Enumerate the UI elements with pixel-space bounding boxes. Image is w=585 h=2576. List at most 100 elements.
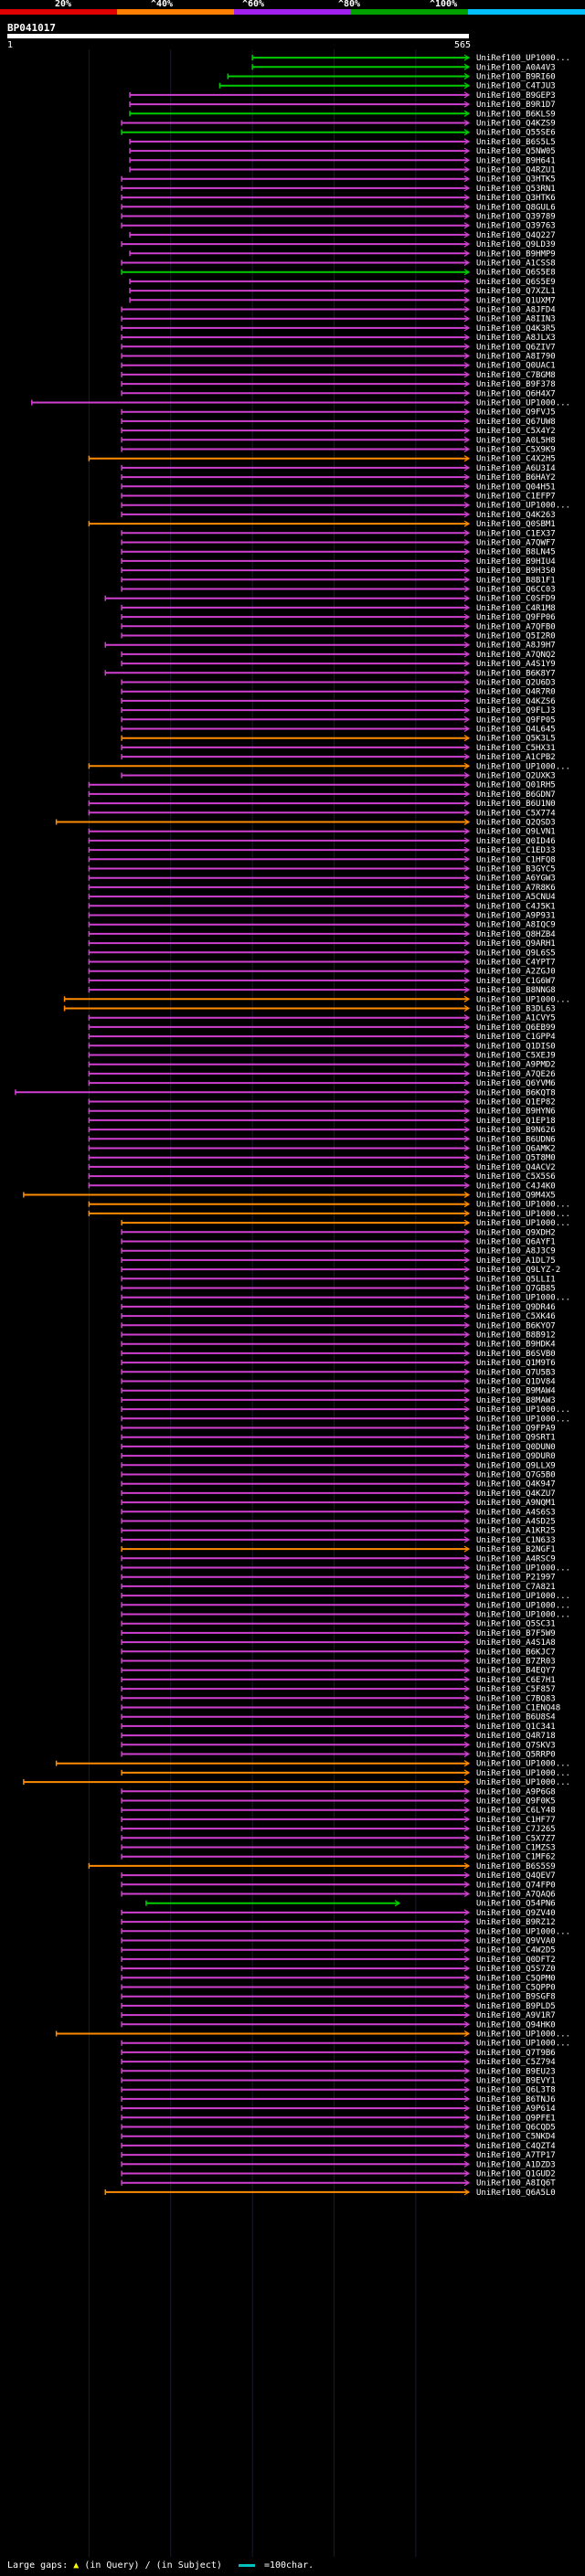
hit-label[interactable]: UniRef100_Q6S5E9 xyxy=(476,278,556,287)
hit-label[interactable]: UniRef100_A7QFB0 xyxy=(476,622,556,631)
hit-label[interactable]: UniRef100_UP1000... xyxy=(476,762,570,771)
hit-label[interactable]: UniRef100_C1ENQ48 xyxy=(476,1704,560,1713)
hit-label[interactable]: UniRef100_A8JFD4 xyxy=(476,306,556,315)
hit-label[interactable]: UniRef100_C1EFP7 xyxy=(476,493,556,502)
hit-label[interactable]: UniRef100_C6LY48 xyxy=(476,1807,556,1816)
hit-label[interactable]: UniRef100_Q4R718 xyxy=(476,1732,556,1741)
hit-label[interactable]: UniRef100_Q1GUD2 xyxy=(476,2170,556,2179)
hit-label[interactable]: UniRef100_A9NQM1 xyxy=(476,1499,556,1508)
hit-label[interactable]: UniRef100_UP1000... xyxy=(476,1769,570,1778)
hit-label[interactable]: UniRef100_B9HDK4 xyxy=(476,1341,556,1350)
hit-label[interactable]: UniRef100_Q0ID46 xyxy=(476,837,556,846)
hit-label[interactable]: UniRef100_Q4RZU1 xyxy=(476,166,556,175)
hit-label[interactable]: UniRef100_Q4KZS9 xyxy=(476,120,556,129)
hit-label[interactable]: UniRef100_B9HMP9 xyxy=(476,249,556,259)
hit-label[interactable]: UniRef100_Q9F0K5 xyxy=(476,1797,556,1807)
hit-label[interactable]: UniRef100_C1ED33 xyxy=(476,846,556,855)
hit-label[interactable]: UniRef100_C5Z794 xyxy=(476,2058,556,2067)
hit-label[interactable]: UniRef100_P21997 xyxy=(476,1574,556,1583)
hit-label[interactable]: UniRef100_C1HF77 xyxy=(476,1816,556,1825)
hit-label[interactable]: UniRef100_B2NGF1 xyxy=(476,1545,556,1554)
hit-label[interactable]: UniRef100_UP1000... xyxy=(476,2030,570,2040)
hit-label[interactable]: UniRef100_Q6CQD5 xyxy=(476,2124,556,2133)
hit-label[interactable]: UniRef100_A4SD25 xyxy=(476,1518,556,1527)
hit-label[interactable]: UniRef100_C5X774 xyxy=(476,809,556,818)
hit-label[interactable]: UniRef100_Q4K947 xyxy=(476,1480,556,1489)
hit-label[interactable]: UniRef100_B4EQY7 xyxy=(476,1667,556,1676)
hit-label[interactable]: UniRef100_UP1000... xyxy=(476,1564,570,1574)
hit-label[interactable]: UniRef100_A9PMD2 xyxy=(476,1061,556,1070)
hit-label[interactable]: UniRef100_UP1000... xyxy=(476,54,570,63)
hit-label[interactable]: UniRef100_C0SFD9 xyxy=(476,595,556,604)
hit-label[interactable]: UniRef100_B6U8S4 xyxy=(476,1713,556,1723)
hit-label[interactable]: UniRef100_Q2UXK3 xyxy=(476,772,556,781)
hit-label[interactable]: UniRef100_B6U1N0 xyxy=(476,800,556,809)
hit-label[interactable]: UniRef100_A7QE26 xyxy=(476,1070,556,1079)
hit-label[interactable]: UniRef100_B6GDN7 xyxy=(476,790,556,800)
hit-label[interactable]: UniRef100_Q1M9T6 xyxy=(476,1359,556,1368)
hit-label[interactable]: UniRef100_C5XK46 xyxy=(476,1312,556,1321)
hit-label[interactable]: UniRef100_Q4R7R0 xyxy=(476,688,556,697)
hit-label[interactable]: UniRef100_Q1DIS0 xyxy=(476,1042,556,1051)
hit-label[interactable]: UniRef100_Q5I2R0 xyxy=(476,632,556,641)
hit-label[interactable]: UniRef100_Q9FVJ5 xyxy=(476,408,556,418)
hit-label[interactable]: UniRef100_B8MAW3 xyxy=(476,1396,556,1405)
hit-label[interactable]: UniRef100_C4QZT4 xyxy=(476,2142,556,2151)
hit-label[interactable]: UniRef100_Q5NW05 xyxy=(476,147,556,156)
hit-label[interactable]: UniRef100_Q7G5B0 xyxy=(476,1471,556,1480)
hit-label[interactable]: UniRef100_Q9FP06 xyxy=(476,613,556,622)
hit-label[interactable]: UniRef100_Q39789 xyxy=(476,213,556,222)
hit-label[interactable]: UniRef100_Q9M4X5 xyxy=(476,1192,556,1201)
hit-label[interactable]: UniRef100_Q9LD39 xyxy=(476,240,556,249)
hit-label[interactable]: UniRef100_Q2QSD3 xyxy=(476,819,556,828)
hit-label[interactable]: UniRef100_C7BGM8 xyxy=(476,371,556,380)
hit-label[interactable]: UniRef100_Q6H4X7 xyxy=(476,389,556,398)
hit-label[interactable]: UniRef100_B9MAW4 xyxy=(476,1387,556,1396)
hit-label[interactable]: UniRef100_Q7U5B3 xyxy=(476,1368,556,1377)
hit-label[interactable]: UniRef100_C5X7Z7 xyxy=(476,1834,556,1843)
hit-label[interactable]: UniRef100_A4RSC9 xyxy=(476,1554,556,1564)
hit-label[interactable]: UniRef100_A2ZGJ0 xyxy=(476,968,556,977)
hit-label[interactable]: UniRef100_Q4ACV2 xyxy=(476,1163,556,1172)
hit-label[interactable]: UniRef100_A9P6G8 xyxy=(476,1787,556,1797)
hit-label[interactable]: UniRef100_A1KR25 xyxy=(476,1527,556,1536)
hit-label[interactable]: UniRef100_A5CNU4 xyxy=(476,893,556,902)
hit-label[interactable]: UniRef100_Q3HTK6 xyxy=(476,194,556,203)
hit-label[interactable]: UniRef100_A1CVY5 xyxy=(476,1014,556,1023)
hit-label[interactable]: UniRef100_UP1000... xyxy=(476,995,570,1004)
hit-label[interactable]: UniRef100_A7TP17 xyxy=(476,2151,556,2160)
hit-label[interactable]: UniRef100_Q9FPA9 xyxy=(476,1425,556,1434)
hit-label[interactable]: UniRef100_B6UDN6 xyxy=(476,1135,556,1144)
hit-label[interactable]: UniRef100_C5HX31 xyxy=(476,744,556,753)
hit-label[interactable]: UniRef100_A7QWF7 xyxy=(476,539,556,548)
hit-label[interactable]: UniRef100_C4TJU3 xyxy=(476,82,556,91)
hit-label[interactable]: UniRef100_Q1EP82 xyxy=(476,1098,556,1108)
hit-label[interactable]: UniRef100_A7QAQ6 xyxy=(476,1891,556,1900)
hit-label[interactable]: UniRef100_Q9FLJ3 xyxy=(476,706,556,716)
hit-label[interactable]: UniRef100_B6SVB0 xyxy=(476,1350,556,1359)
hit-label[interactable]: UniRef100_B6KJC7 xyxy=(476,1648,556,1657)
hit-label[interactable]: UniRef100_B6HAY2 xyxy=(476,473,556,482)
hit-label[interactable]: UniRef100_C6E7H1 xyxy=(476,1676,556,1685)
hit-label[interactable]: UniRef100_Q9L6S5 xyxy=(476,949,556,958)
hit-label[interactable]: UniRef100_A1CSS8 xyxy=(476,260,556,269)
hit-label[interactable]: UniRef100_Q7T9B6 xyxy=(476,2049,556,2058)
hit-label[interactable]: UniRef100_C5QPM0 xyxy=(476,1974,556,1983)
hit-label[interactable]: UniRef100_A8I790 xyxy=(476,353,556,362)
hit-label[interactable]: UniRef100_C1GPP4 xyxy=(476,1033,556,1042)
hit-label[interactable]: UniRef100_C4J5K1 xyxy=(476,902,556,911)
hit-label[interactable]: UniRef100_Q6S5E8 xyxy=(476,269,556,278)
hit-label[interactable]: UniRef100_UP1000... xyxy=(476,1601,570,1610)
hit-label[interactable]: UniRef100_Q6A5L0 xyxy=(476,2189,556,2198)
hit-label[interactable]: UniRef100_B3GYC5 xyxy=(476,865,556,875)
hit-label[interactable]: UniRef100_B9PLD5 xyxy=(476,2002,556,2011)
hit-label[interactable]: UniRef100_Q01RH5 xyxy=(476,781,556,790)
hit-label[interactable]: UniRef100_C7BQ83 xyxy=(476,1694,556,1703)
hit-label[interactable]: UniRef100_UP1000... xyxy=(476,1415,570,1424)
hit-label[interactable]: UniRef100_Q5K3L5 xyxy=(476,735,556,744)
hit-label[interactable]: UniRef100_Q9DUR0 xyxy=(476,1452,556,1461)
hit-label[interactable]: UniRef100_C1MF62 xyxy=(476,1853,556,1862)
hit-label[interactable]: UniRef100_B9N626 xyxy=(476,1126,556,1135)
hit-label[interactable]: UniRef100_UP1000... xyxy=(476,1219,570,1228)
hit-label[interactable]: UniRef100_Q4QEV7 xyxy=(476,1871,556,1881)
